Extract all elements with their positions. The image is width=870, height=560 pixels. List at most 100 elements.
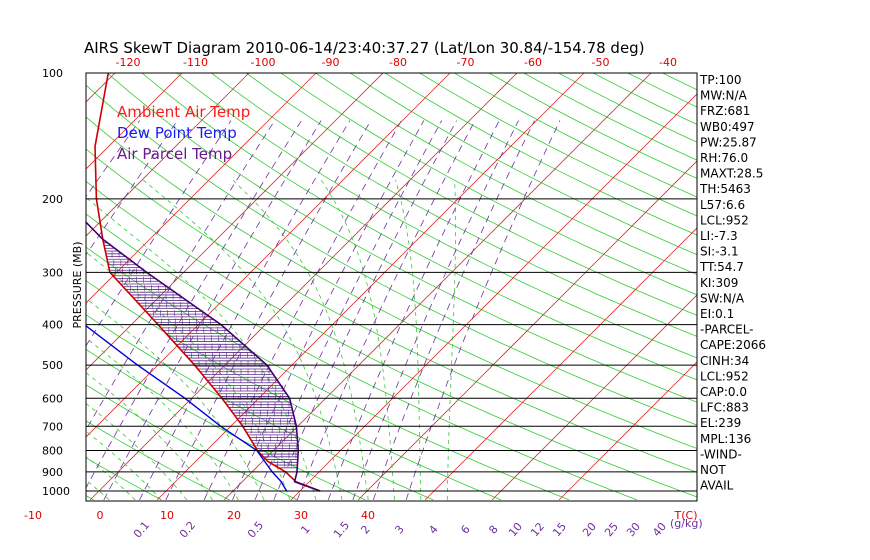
moist-adiabat-line-1 <box>86 456 136 501</box>
pressure-tick-label-1: 200 <box>42 193 63 206</box>
dry-adiabat-line-20 <box>245 73 697 316</box>
mixing-ratio-line-2 <box>86 120 232 347</box>
mixing-ratio-unit-label: (g/kg) <box>670 517 703 530</box>
plot-frame <box>85 72 698 502</box>
stats-item-22: EL:239 <box>700 416 741 430</box>
stats-item-11: SI:-3.1 <box>700 245 739 259</box>
stats-item-0: TP:100 <box>699 73 742 87</box>
stats-item-16: -PARCEL- <box>700 323 754 337</box>
stats-item-14: SW:N/A <box>700 291 745 305</box>
series-line-dew-point-temp <box>86 325 288 492</box>
mixing-ratio-tick-label-4: 1.5 <box>331 519 352 541</box>
top-temp-tick-label-1: -110 <box>183 56 208 69</box>
pressure-tick-label-8: 900 <box>42 466 63 479</box>
dry-adiabats <box>0 54 697 501</box>
stats-item-9: LCL:952 <box>700 213 749 227</box>
moist-adiabat-line-2 <box>86 430 162 501</box>
mixing-ratio-lines <box>86 120 561 501</box>
isobars <box>86 198 697 492</box>
dry-adiabat-line-33 <box>696 73 697 74</box>
mixing-ratio-line-14 <box>352 120 519 501</box>
moist-adiabat-line-3 <box>86 402 188 501</box>
pressure-tick-label-9: 1000 <box>42 485 70 498</box>
cape-hatching <box>102 239 299 469</box>
pressure-tick-label-3: 400 <box>42 319 63 332</box>
dry-adiabat-line-9 <box>86 280 502 501</box>
mixing-ratio-tick-label-1: 0.2 <box>177 519 198 541</box>
mixing-ratio-tick-label-16: 40 <box>650 520 669 539</box>
dry-adiabat-line-5 <box>86 420 230 501</box>
mixing-ratio-tick-label-11: 12 <box>528 520 547 539</box>
dry-adiabat-line-15 <box>86 84 697 426</box>
moist-adiabat-line-11 <box>320 179 395 500</box>
stats-item-23: MPL:136 <box>700 432 751 446</box>
stats-item-5: RH:76.0 <box>700 151 748 165</box>
stats-item-10: LI:-7.3 <box>700 229 738 243</box>
stats-item-24: -WIND- <box>700 447 742 461</box>
isotherm-line-13 <box>86 73 384 371</box>
mixing-ratio-line-12 <box>296 120 476 501</box>
top-temp-tick-label-5: -70 <box>457 56 475 69</box>
mixing-ratio-tick-label-8: 6 <box>458 523 472 537</box>
dry-adiabat-line-7 <box>86 348 366 501</box>
dry-adiabat-line-26 <box>453 73 697 198</box>
mixing-ratio-tick-label-2: 0.5 <box>245 519 266 541</box>
dry-adiabat-line-13 <box>86 148 697 473</box>
stats-item-13: KI:309 <box>700 276 738 290</box>
isotherm-line-14 <box>86 73 451 438</box>
top-temp-tick-label-0: -120 <box>116 56 141 69</box>
moist-adiabat-line-13 <box>446 179 457 500</box>
dry-adiabat-line-11 <box>86 213 638 501</box>
top-temp-tick-label-4: -80 <box>389 56 407 69</box>
moist-adiabats <box>86 179 457 501</box>
mixing-ratio-line-13 <box>327 120 500 501</box>
top-temp-tick-label-6: -60 <box>524 56 542 69</box>
mixing-ratio-line-6 <box>139 120 351 501</box>
mixing-ratio-tick-label-15: 30 <box>624 520 643 539</box>
top-temp-tick-label-8: -40 <box>659 56 677 69</box>
moist-adiabat-line-10 <box>232 179 369 500</box>
stats-item-4: PW:25.87 <box>700 135 757 149</box>
pressure-tick-label-7: 800 <box>42 444 63 457</box>
dry-adiabat-line-2 <box>0 54 26 500</box>
mixing-ratio-tick-label-13: 20 <box>580 520 599 539</box>
mixing-ratio-line-1 <box>86 120 178 256</box>
isotherm-line-22 <box>558 361 697 501</box>
mixing-ratio-tick-label-10: 10 <box>506 520 525 539</box>
isotherm-line-18 <box>290 93 697 501</box>
stats-item-17: CAPE:2066 <box>700 338 766 352</box>
isotherm-line-12 <box>86 73 317 304</box>
mixing-ratio-tick-label-9: 8 <box>486 523 500 537</box>
mixing-ratio-line-3 <box>86 120 275 431</box>
stats-item-25: NOT <box>700 463 726 477</box>
pressure-tick-label-2: 300 <box>42 266 63 279</box>
stats-item-21: LFC:883 <box>700 401 749 415</box>
stats-item-19: LCL:952 <box>700 369 749 383</box>
stats-item-7: TH:5463 <box>699 182 751 196</box>
mixing-ratio-line-9 <box>232 120 425 501</box>
stats-item-20: CAP:0.0 <box>700 385 747 399</box>
isotherm-line-10 <box>86 73 183 170</box>
dry-adiabat-line-16 <box>106 73 697 403</box>
legend-entry-ambient: Ambient Air Temp <box>117 103 250 121</box>
dry-adiabat-line-28 <box>522 73 697 161</box>
pressure-tick-label-4: 500 <box>42 359 63 372</box>
stats-item-1: MW:N/A <box>700 89 748 103</box>
isotherm-line-15 <box>89 73 518 501</box>
mixing-ratio-line-7 <box>165 120 372 501</box>
dry-adiabat-line-22 <box>314 73 697 275</box>
dry-adiabat-line-4 <box>86 457 162 501</box>
dry-adiabat-line-19 <box>210 73 697 337</box>
legend-entry-parcel: Air Parcel Temp <box>117 145 232 163</box>
stats-item-12: TT:54.7 <box>699 260 744 274</box>
mixing-ratio-tick-label-0: 0.1 <box>131 519 152 541</box>
isotherm-line-16 <box>156 73 585 501</box>
dry-adiabat-line-17 <box>141 73 697 381</box>
bottom-temp-tick-label-4: -10 <box>24 509 42 522</box>
dry-adiabat-line-8 <box>86 314 434 501</box>
legend: Ambient Air Temp Dew Point Temp Air Parc… <box>117 103 250 163</box>
dry-adiabat-line-18 <box>176 73 697 359</box>
bottom-temp-tick-label-9: 40 <box>361 509 375 522</box>
